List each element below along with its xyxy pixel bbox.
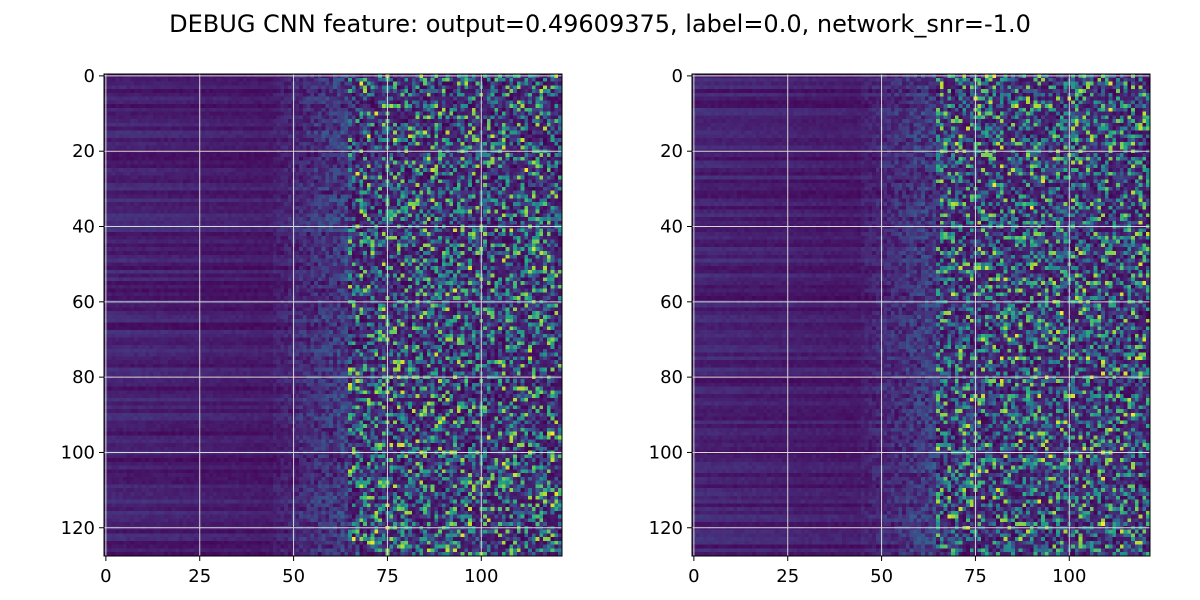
figure-title: DEBUG CNN feature: output=0.49609375, la… [169,10,1031,38]
y-tick-label: 100 [61,442,95,463]
y-tick-label: 0 [84,66,95,87]
axes-frame [103,73,563,557]
y-tick-label: 20 [72,141,95,162]
axes-frame [691,73,1151,557]
y-tick-label: 120 [649,518,683,539]
y-tick-label: 80 [72,367,95,388]
y-tick-label: 80 [660,367,683,388]
x-tick-label: 75 [376,566,399,587]
y-tick-label: 60 [72,292,95,313]
heatmap-panel-right: 0 25 50 75 100 0 20 40 60 80 100 120 [649,66,1151,587]
y-tick-label: 20 [660,141,683,162]
y-tick-label: 0 [672,66,683,87]
heatmap-panel-left: 0 25 50 75 100 0 20 40 60 80 100 120 [61,66,563,587]
heatmap-image [104,74,562,556]
x-tick-label: 25 [188,566,211,587]
y-tick-label: 40 [660,217,683,238]
x-tick-label: 25 [776,566,799,587]
y-tick-label: 40 [72,217,95,238]
y-tick-label: 60 [660,292,683,313]
x-tick-label: 50 [870,566,893,587]
heatmap-image [692,74,1150,556]
x-tick-label: 100 [1052,566,1086,587]
x-tick-label: 0 [688,566,699,587]
y-tick-label: 120 [61,518,95,539]
x-tick-label: 75 [964,566,987,587]
x-tick-label: 50 [282,566,305,587]
x-tick-label: 100 [464,566,498,587]
y-tick-label: 100 [649,442,683,463]
x-tick-label: 0 [100,566,111,587]
